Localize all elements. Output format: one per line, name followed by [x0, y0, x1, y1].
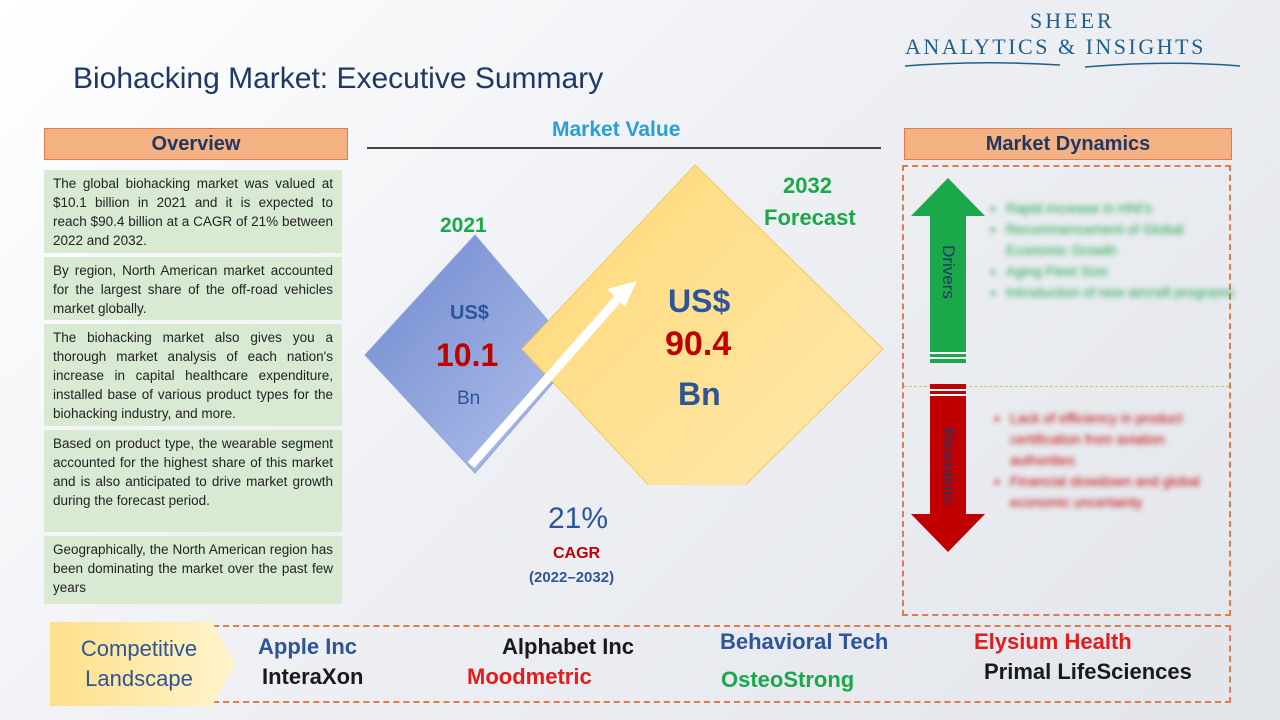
cagr-value: 21%	[548, 502, 609, 535]
forecast-label: Forecast	[764, 205, 856, 230]
logo-line2: ANALYTICS & INSIGHTS	[905, 34, 1206, 59]
company-moodmetric: Moodmetric	[467, 664, 592, 689]
cagr-period: (2022–2032)	[529, 569, 615, 586]
market-value-divider	[367, 147, 881, 149]
growth-arrow-line	[467, 290, 627, 468]
competitive-landscape-tag	[50, 622, 236, 706]
diamond-2032	[521, 164, 884, 485]
overview-header: Overview	[44, 128, 348, 160]
restraints-arrow	[911, 384, 985, 552]
market-dynamics-header: Market Dynamics	[904, 128, 1232, 160]
drivers-arrow	[911, 178, 985, 363]
company-elysium-health: Elysium Health	[974, 629, 1132, 654]
overview-item-2: By region, North American market account…	[44, 257, 342, 320]
overview-item-3: The biohacking market also gives you a t…	[44, 324, 342, 426]
driver-item: Aging Fleet Size	[1006, 261, 1234, 282]
value-2032: 90.4	[665, 325, 732, 363]
year-2032: 2032	[783, 173, 832, 198]
cl-label-line1: Competitive	[80, 636, 198, 661]
restraints-label: Restraints	[939, 427, 958, 505]
currency-2032: US$	[668, 283, 731, 319]
company-alphabet: Alphabet Inc	[502, 634, 635, 659]
market-value-title: Market Value	[552, 118, 681, 141]
unit-2032: Bn	[678, 376, 721, 412]
dynamics-arrows	[911, 178, 985, 552]
overview-item-1: The global biohacking market was valued …	[44, 170, 342, 253]
growth-arrow-head	[607, 281, 637, 307]
drivers-label: Drivers	[939, 245, 958, 299]
restraint-item: Financial slowdown and global economic u…	[1010, 471, 1228, 513]
unit-2021: Bn	[457, 388, 481, 409]
driver-item: Recommencement of Global Economic Growth	[1006, 219, 1234, 261]
restraints-list: Lack of efficiency in product certificat…	[996, 408, 1228, 513]
driver-item: Introduction of new aircraft programs	[1006, 282, 1234, 303]
currency-2021: US$	[450, 302, 489, 324]
market-dynamics-box	[902, 165, 1231, 616]
company-primal-lifesciences: Primal LifeSciences	[984, 659, 1192, 684]
company-behavioral-tech: Behavioral Tech	[720, 629, 889, 654]
logo-swoosh	[904, 61, 1241, 68]
company-interaxon: InteraXon	[262, 664, 364, 689]
market-value-graphic	[364, 164, 884, 485]
restraint-item: Lack of efficiency in product certificat…	[1010, 408, 1228, 471]
company-apple: Apple Inc	[258, 634, 358, 659]
diamond-2021	[364, 234, 578, 474]
overview-item-5: Geographically, the North American regio…	[44, 536, 342, 604]
logo-line1: SHEER	[1030, 8, 1115, 33]
dynamics-divider	[904, 386, 1229, 387]
value-2021: 10.1	[436, 337, 499, 373]
cagr-label: CAGR	[553, 545, 601, 562]
overview-item-4: Based on product type, the wearable segm…	[44, 430, 342, 532]
driver-item: Rapid increase in HNI's	[1006, 198, 1234, 219]
page-title: Biohacking Market: Executive Summary	[73, 62, 604, 95]
year-2021: 2021	[440, 214, 487, 237]
company-osteostrong: OsteoStrong	[721, 667, 855, 692]
competitive-landscape-label: Competitive Landscape	[50, 634, 228, 694]
drivers-list: Rapid increase in HNI's Recommencement o…	[992, 198, 1234, 303]
cl-label-line2: Landscape	[85, 666, 193, 691]
